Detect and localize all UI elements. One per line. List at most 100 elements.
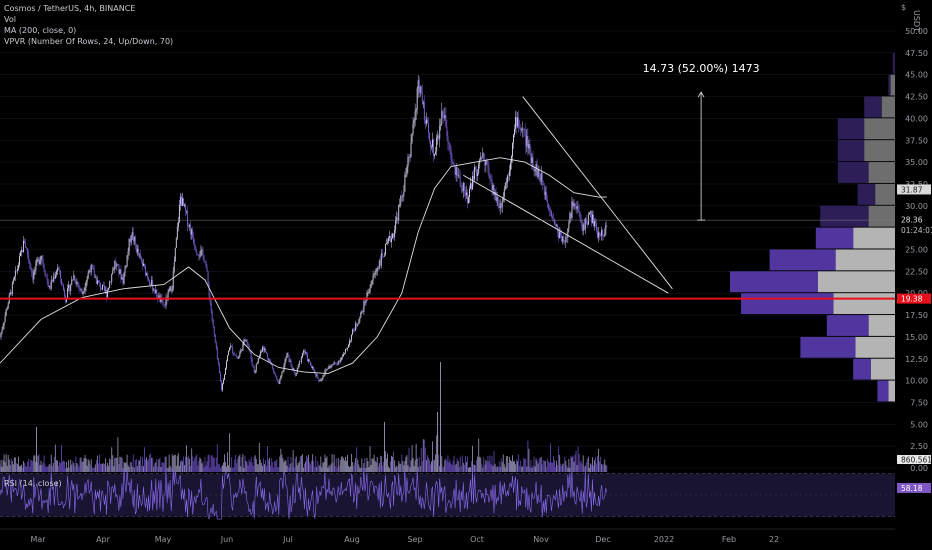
volume-bar xyxy=(31,460,33,472)
measure-tool[interactable]: 14.73 (52.00%) 1473 xyxy=(643,62,760,221)
volume-bar xyxy=(86,465,88,472)
candle-body xyxy=(373,274,375,276)
volume-bar xyxy=(574,454,576,472)
candle-body xyxy=(285,358,287,361)
volume-bar xyxy=(271,458,273,472)
candle-body xyxy=(129,238,131,243)
vpvr-up-bar xyxy=(853,358,871,380)
candle-body xyxy=(14,270,16,277)
candle-body xyxy=(104,285,105,291)
volume-bar xyxy=(324,454,326,472)
volume-bar xyxy=(408,447,410,472)
candle-body xyxy=(25,243,27,248)
candle-body xyxy=(197,254,199,256)
price-tick-label: 37.50 xyxy=(905,136,928,145)
indicator-ma[interactable]: MA (200, close, 0) xyxy=(4,26,77,35)
candle-body xyxy=(244,339,246,341)
volume-bar xyxy=(93,467,95,472)
candle-body xyxy=(311,365,313,369)
volume-bar xyxy=(403,465,405,472)
candle-body xyxy=(108,287,110,290)
candle-body xyxy=(422,102,424,104)
volume-bar xyxy=(493,451,495,472)
candle-body xyxy=(520,128,522,130)
symbol-title[interactable]: Cosmos / TetherUS, 4h, BINANCE xyxy=(4,4,136,13)
candle-body xyxy=(287,353,289,356)
volume-bar xyxy=(554,459,555,472)
volume-bar xyxy=(166,467,168,472)
candle-body xyxy=(62,284,63,286)
candle-body xyxy=(445,115,447,127)
candle-body xyxy=(414,111,416,121)
candle-body xyxy=(248,346,250,351)
volume-bar xyxy=(555,467,556,472)
candle-body xyxy=(563,236,565,243)
volume-bar xyxy=(413,466,415,472)
candle-body xyxy=(316,374,318,376)
volume-bar xyxy=(60,463,61,472)
candle-body xyxy=(378,260,380,269)
candle-body xyxy=(236,355,238,358)
volume-bar xyxy=(89,464,91,472)
candle-body xyxy=(408,156,410,158)
candle-body xyxy=(351,334,353,341)
volume-bar xyxy=(150,453,152,472)
price-tick-label: 30.00 xyxy=(905,202,928,211)
indicator-vpvr[interactable]: VPVR (Number Of Rows, 24, Up/Down, 70) xyxy=(4,37,174,46)
indicator-vol[interactable]: Vol xyxy=(4,15,16,24)
candle-body xyxy=(594,221,595,227)
candle-body xyxy=(407,156,409,167)
candle-body xyxy=(109,281,111,288)
volume-bar xyxy=(326,456,328,472)
time-axis[interactable]: Mar Apr May Jun Jul Aug Sep Oct Nov Dec 2022 Feb 22 xyxy=(0,528,895,544)
volume-bar xyxy=(380,456,382,472)
current-price-badge: 28.36 xyxy=(901,216,923,225)
candle-body xyxy=(310,361,312,366)
candle-body xyxy=(124,267,126,273)
candle-body xyxy=(301,352,303,358)
volume-bar xyxy=(308,454,309,472)
grid xyxy=(0,30,895,469)
volume-bar xyxy=(496,466,498,472)
candle-body xyxy=(575,207,577,209)
rsi-legend[interactable]: RSI (14, close) xyxy=(4,479,62,488)
rsi-line xyxy=(0,468,608,520)
volume-bar xyxy=(115,457,117,472)
candle-body xyxy=(22,250,23,253)
volume-bar xyxy=(155,462,157,472)
candle-body xyxy=(81,288,83,295)
candle-body xyxy=(406,166,408,176)
volume-bar xyxy=(433,460,435,472)
volume-bar xyxy=(247,465,249,472)
price-axis[interactable]: 50.00 47.50 45.00 42.50 40.00 37.50 35.00 32.50… xyxy=(895,0,932,550)
volume-bar xyxy=(201,463,203,472)
candle-body xyxy=(52,277,54,282)
candle-body xyxy=(10,292,12,295)
volume-bar xyxy=(490,464,492,472)
candle-body xyxy=(405,175,407,176)
volume-bar xyxy=(489,455,491,472)
volume-bar xyxy=(538,458,540,472)
candle-body xyxy=(461,189,463,192)
volume-bar xyxy=(374,461,376,472)
volume-bar xyxy=(301,454,303,472)
volume-bar xyxy=(559,455,561,472)
candle-body xyxy=(171,288,173,292)
candle-body xyxy=(392,233,394,239)
volume-bar xyxy=(389,467,390,472)
candle-body xyxy=(602,229,604,236)
volume-bar xyxy=(343,460,345,472)
candle-body xyxy=(571,201,573,218)
volume-bar xyxy=(295,456,297,472)
volume-bar xyxy=(224,454,225,472)
volume-bar xyxy=(88,460,90,472)
volume-bar xyxy=(250,456,252,472)
volume-bar xyxy=(584,465,586,472)
volume-bar xyxy=(16,464,18,472)
candle-body xyxy=(585,218,587,223)
candle-body xyxy=(529,143,531,153)
candle-body xyxy=(321,378,323,380)
volume-bar xyxy=(192,456,194,472)
